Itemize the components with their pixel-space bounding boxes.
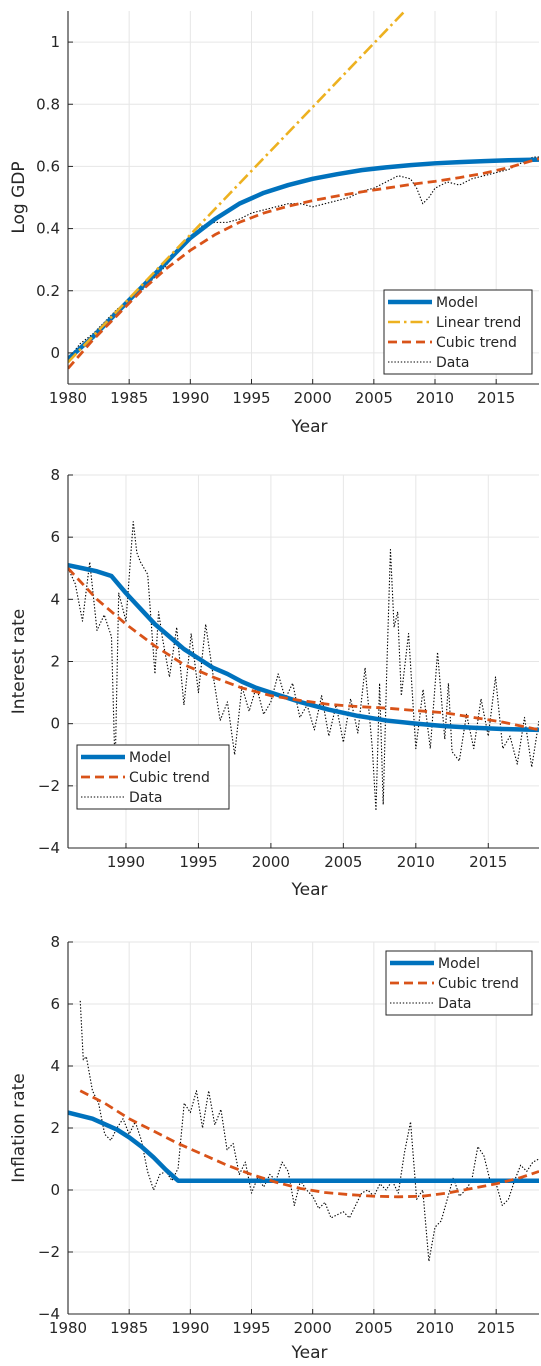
panel-1-y-tick-label: 0.8 — [36, 95, 60, 113]
panel-1-x-tick-label: 1995 — [232, 389, 270, 407]
panel-2-series-model — [68, 562, 539, 733]
panel-3-y-tick-label: 0 — [50, 1181, 60, 1199]
panel-3-y-tick-label: 4 — [50, 1057, 60, 1075]
panel-3-legend-label-data: Data — [438, 996, 471, 1012]
panel-1-x-tick-label: 2000 — [294, 389, 332, 407]
panel-2-series-data — [68, 521, 539, 812]
panel-2-y-tick-label: 4 — [50, 590, 60, 608]
panel-2-y-tick-label: 6 — [50, 528, 60, 546]
panel-1-x-tick-label: 1980 — [49, 389, 87, 407]
panel-3-y-tick-label: −4 — [38, 1305, 60, 1323]
panel-1-series-linear-trend — [68, 11, 407, 364]
panel-1-series-cubic-trend — [68, 157, 539, 370]
panel-2-x-tick-label: 2010 — [397, 853, 435, 871]
panel-1-y-tick-label: 1 — [50, 33, 60, 51]
panel-1-legend-label-linear-trend: Linear trend — [436, 315, 521, 331]
panel-1-x-tick-label: 2005 — [355, 389, 393, 407]
panel-2-series-cubic-trend — [68, 567, 539, 732]
panel-3-series-cubic-trend — [79, 1089, 539, 1199]
panel-2-x-tick-label: 2005 — [324, 853, 362, 871]
panel-3-y-tick-label: 2 — [50, 1119, 60, 1137]
panel-2-x-tick-label: 1995 — [179, 853, 217, 871]
panel-3-x-tick-label: 2000 — [294, 1319, 332, 1337]
panel-3-y-axis-label: Inflation rate — [9, 1073, 29, 1182]
panel-2-y-tick-label: −4 — [38, 839, 60, 857]
panel-3-y-tick-label: 8 — [50, 933, 60, 951]
panel-3-x-tick-label: 2015 — [477, 1319, 515, 1337]
panel-3-legend-label-cubic-trend: Cubic trend — [438, 976, 519, 992]
panel-1-x-axis-label: Year — [291, 417, 328, 437]
panel-2-y-axis-label: Interest rate — [9, 609, 29, 714]
panel-1-y-tick-label: 0.6 — [36, 157, 60, 175]
panel-2-y-tick-label: 2 — [50, 653, 60, 671]
panel-1-y-tick-label: 0 — [50, 344, 60, 362]
panel-2-legend-label-model: Model — [129, 750, 171, 766]
panel-3-x-tick-label: 1990 — [171, 1319, 209, 1337]
panel-1-log-gdp-chart: 1980 1985 1990 1995 2000 2005 2010 2015 0 0.2 0.4 0… — [9, 11, 539, 437]
panel-2-x-axis-label: Year — [291, 880, 328, 900]
panel-3-inflation-rate-chart: 1980 1985 1990 1995 2000 2005 2010 2015 −4 −2 0 2 4 6… — [9, 933, 539, 1363]
panel-2-y-tick-label: 8 — [50, 466, 60, 484]
panel-1-y-tick-label: 0.2 — [36, 282, 60, 300]
panel-3-x-tick-label: 1995 — [232, 1319, 270, 1337]
panel-3-series-data — [79, 1000, 539, 1262]
panel-2-legend-label-cubic-trend: Cubic trend — [129, 770, 210, 786]
panel-3-x-tick-label: 1980 — [49, 1319, 87, 1337]
panel-2-x-tick-label: 2000 — [252, 853, 290, 871]
panel-2-x-tick-label: 2015 — [469, 853, 507, 871]
panel-3-y-tick-label: −2 — [38, 1243, 60, 1261]
panel-1-y-tick-label: 0.4 — [36, 220, 60, 238]
panel-2-y-tick-label: −2 — [38, 777, 60, 795]
panel-1-x-tick-label: 2010 — [416, 389, 454, 407]
panel-1-x-tick-label: 2015 — [477, 389, 515, 407]
panel-3-x-tick-label: 2005 — [355, 1319, 393, 1337]
panel-2-x-tick-label: 1990 — [107, 853, 145, 871]
panel-1-x-tick-label: 1985 — [110, 389, 148, 407]
panel-1-series-model — [68, 157, 539, 361]
panel-1-legend-label-model: Model — [436, 295, 478, 311]
panel-1-x-tick-label: 1990 — [171, 389, 209, 407]
panel-2-interest-rate-chart: 1990 1995 2000 2005 2010 2015 −4 −2 0 2 4 6 8 Year Int… — [9, 466, 539, 900]
panel-1-legend-label-cubic-trend: Cubic trend — [436, 335, 517, 351]
panel-1-legend-label-data: Data — [436, 355, 469, 371]
panel-3-x-tick-label: 1985 — [110, 1319, 148, 1337]
panel-3-legend-label-model: Model — [438, 956, 480, 972]
panel-1-y-axis-label: Log GDP — [9, 161, 29, 233]
panel-3-series-model — [68, 1110, 539, 1183]
panel-2-y-tick-label: 0 — [50, 715, 60, 733]
panel-3-y-tick-label: 6 — [50, 995, 60, 1013]
panel-2-legend-label-data: Data — [129, 790, 162, 806]
panel-1-legend: Model Linear trend Cubic trend Data — [383, 289, 533, 375]
panel-3-x-tick-label: 2010 — [416, 1319, 454, 1337]
panel-3-x-axis-label: Year — [291, 1343, 328, 1363]
panel-3-legend: Model Cubic trend Data — [385, 950, 533, 1016]
panel-2-legend: Model Cubic trend Data — [76, 744, 230, 810]
